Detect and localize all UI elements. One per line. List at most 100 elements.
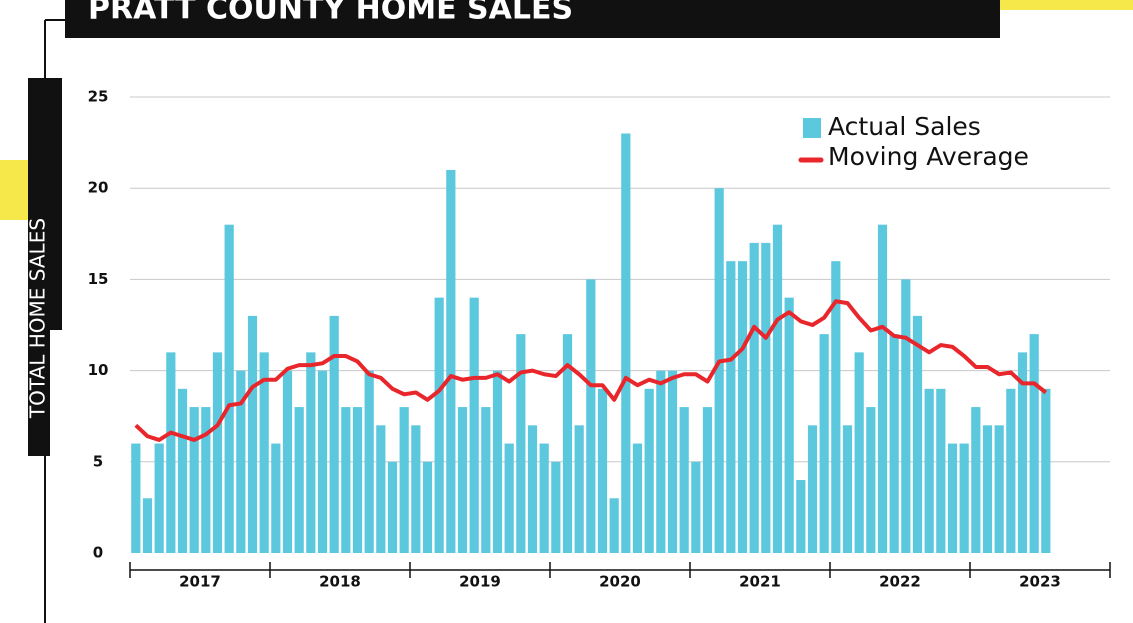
bar	[142, 498, 153, 553]
bar	[772, 224, 783, 553]
bar	[329, 315, 339, 553]
bar	[411, 425, 421, 553]
bar	[656, 370, 666, 553]
bar	[341, 407, 351, 553]
bar	[831, 261, 841, 553]
bar	[702, 407, 713, 553]
bar	[457, 407, 468, 553]
bar	[586, 279, 596, 553]
x-tick-label: 2020	[599, 573, 641, 591]
x-tick-label: 2018	[319, 573, 361, 591]
bar	[796, 480, 806, 553]
bar	[376, 425, 386, 553]
title-box	[65, 0, 1000, 38]
bar	[224, 224, 234, 553]
y-axis-label: TOTAL HOME SALES	[26, 218, 50, 419]
x-tick-label: 2022	[879, 573, 921, 591]
bar	[306, 352, 316, 553]
bar	[201, 407, 211, 553]
bar	[154, 443, 164, 553]
bar	[166, 352, 176, 553]
x-tick-label: 2019	[459, 573, 501, 591]
bar	[784, 297, 794, 553]
bar	[994, 425, 1004, 553]
bar	[282, 370, 293, 553]
bar	[492, 370, 503, 553]
bar	[597, 388, 608, 553]
bar	[469, 297, 479, 553]
bar	[317, 370, 328, 553]
bar	[527, 425, 538, 553]
bar	[1029, 334, 1039, 553]
bar	[842, 425, 853, 553]
bar	[632, 443, 643, 553]
bar	[1017, 352, 1028, 553]
bar	[691, 461, 701, 553]
bar	[481, 407, 491, 553]
bar	[609, 498, 619, 553]
y-tick-label: 25	[88, 88, 109, 106]
bar	[574, 425, 584, 553]
bar	[912, 315, 923, 553]
legend-label: Actual Sales	[828, 112, 981, 141]
bar	[247, 315, 258, 553]
bar	[761, 242, 771, 554]
bar	[819, 334, 829, 553]
bar	[294, 407, 304, 553]
bar	[1006, 388, 1016, 553]
bar	[516, 334, 526, 553]
decor	[48, 78, 62, 330]
y-tick-label: 5	[93, 452, 103, 470]
bar	[1041, 388, 1051, 553]
bar	[621, 133, 631, 554]
bar	[504, 443, 514, 553]
x-tick-label: 2017	[179, 573, 221, 591]
bar	[131, 443, 141, 553]
bar	[644, 388, 654, 553]
bar	[971, 407, 981, 553]
bar	[539, 443, 549, 553]
bar	[877, 224, 888, 553]
y-tick-label: 20	[88, 179, 109, 197]
bar	[562, 334, 573, 553]
bar	[422, 461, 433, 553]
bar	[236, 370, 246, 553]
chart-title: PRATT COUNTY HOME SALES	[88, 0, 573, 27]
bar	[982, 425, 993, 553]
bar	[924, 388, 934, 553]
x-tick-label: 2021	[739, 573, 781, 591]
bar	[446, 169, 456, 553]
bar	[189, 407, 199, 553]
bar	[387, 461, 398, 553]
bar	[947, 443, 958, 553]
bar	[679, 407, 689, 553]
y-tick-label: 0	[93, 544, 103, 562]
bar	[364, 370, 374, 553]
bar	[434, 297, 444, 553]
bar	[749, 242, 759, 554]
bar	[854, 352, 864, 553]
legend-swatch	[803, 118, 821, 138]
bar	[737, 261, 748, 553]
bar	[807, 425, 818, 553]
bar	[551, 461, 561, 553]
legend-label: Moving Average	[828, 142, 1029, 171]
bar	[667, 370, 678, 553]
bar	[399, 407, 409, 553]
axis-label-box	[28, 78, 50, 456]
bar	[726, 261, 736, 553]
decor	[1000, 0, 1133, 10]
x-tick-label: 2023	[1019, 573, 1061, 591]
bar	[259, 352, 269, 553]
bar	[901, 279, 911, 553]
bar	[936, 388, 946, 553]
y-tick-label: 15	[88, 270, 109, 288]
bar	[866, 407, 876, 553]
line	[134, 299, 1048, 442]
bar	[352, 407, 363, 553]
bar	[714, 188, 724, 553]
bar	[889, 334, 899, 553]
bar	[177, 388, 188, 553]
bar	[959, 443, 969, 553]
